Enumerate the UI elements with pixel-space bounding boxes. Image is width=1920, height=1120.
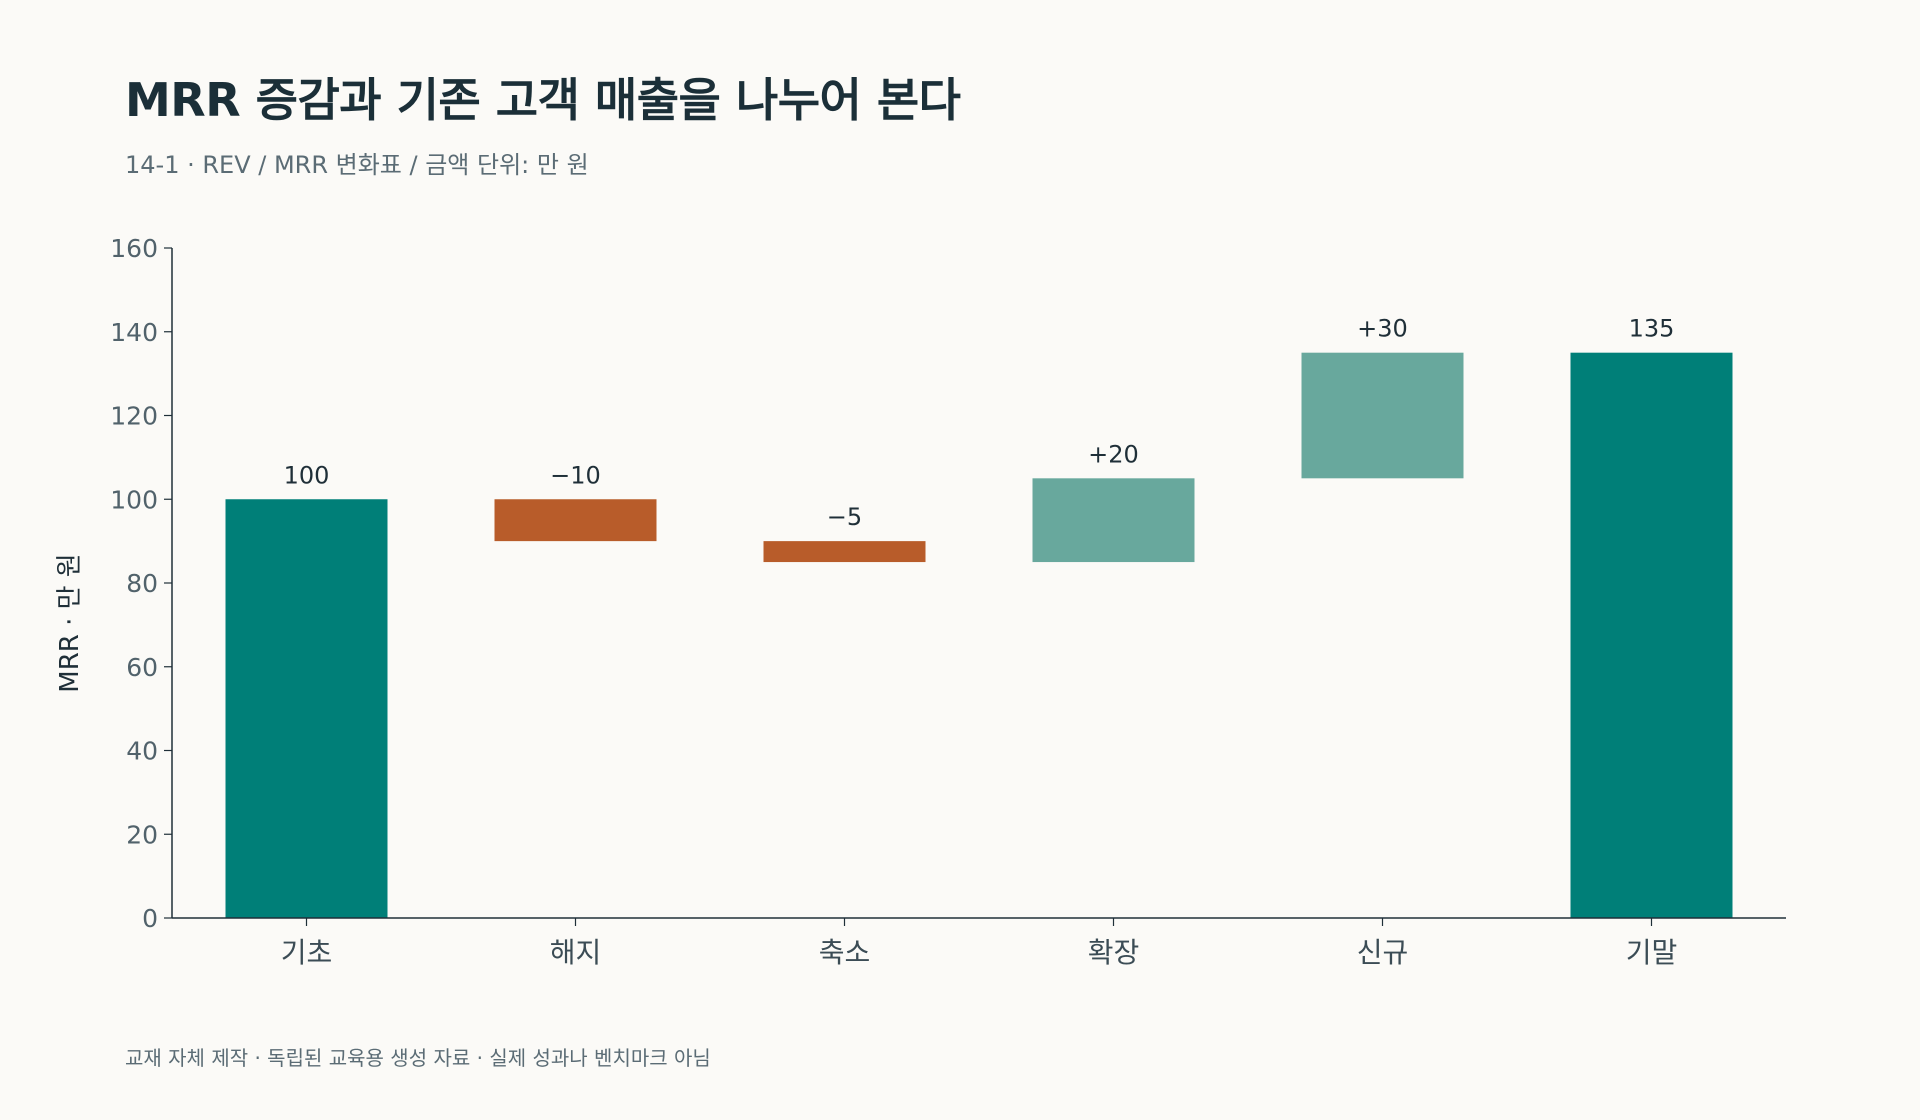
y-axis-title: MRR · 만 원 [55, 553, 85, 692]
data-label: 100 [284, 461, 330, 489]
x-tick-label: 신규 [1357, 936, 1409, 969]
y-tick-label: 100 [110, 485, 158, 514]
x-tick-label: 축소 [819, 936, 871, 969]
chart-subtitle: 14-1 · REV / MRR 변화표 / 금액 단위: 만 원 [125, 151, 589, 179]
y-tick-label: 0 [142, 904, 158, 933]
bar-total [225, 499, 388, 918]
bar-increase [1301, 352, 1464, 479]
x-tick-label: 기말 [1626, 936, 1678, 969]
bar-decrease [494, 499, 657, 542]
y-tick-label: 20 [126, 820, 158, 849]
footnote: 교재 자체 제작 · 독립된 교육용 생성 자료 · 실제 성과나 벤치마크 아… [125, 1046, 711, 1070]
data-label: −5 [827, 503, 862, 531]
data-labels-group: 100 −10 −5 +20 +30 135 [284, 315, 1675, 531]
bar-decrease [763, 541, 926, 563]
data-label: −10 [550, 461, 601, 489]
x-axis-ticks: 기초 해지 축소 확장 신규 기말 [281, 918, 1678, 969]
x-tick-label: 확장 [1088, 936, 1140, 969]
y-axis-ticks: 0 20 40 60 80 100 120 140 160 [110, 234, 172, 933]
data-label: 135 [1629, 315, 1675, 343]
y-tick-label: 80 [126, 569, 158, 598]
data-label: +30 [1357, 315, 1408, 343]
y-tick-label: 120 [110, 402, 158, 431]
bar-total [1570, 352, 1733, 918]
x-tick-label: 해지 [550, 936, 602, 969]
bar-increase [1032, 478, 1195, 563]
data-label: +20 [1088, 440, 1139, 468]
chart-title: MRR 증감과 기존 고객 매출을 나누어 본다 [125, 73, 961, 127]
y-tick-label: 60 [126, 653, 158, 682]
bars-group [225, 352, 1733, 918]
x-tick-label: 기초 [281, 936, 333, 969]
y-tick-label: 140 [110, 318, 158, 347]
y-tick-label: 40 [126, 737, 158, 766]
y-tick-label: 160 [110, 234, 158, 263]
